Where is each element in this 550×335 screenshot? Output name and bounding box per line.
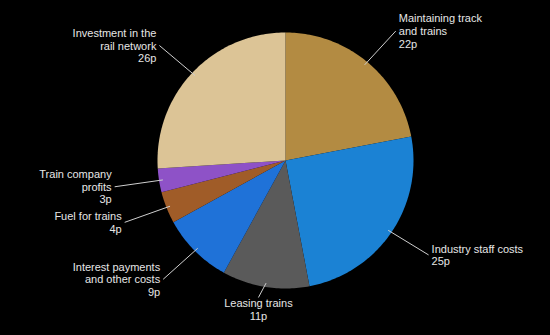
svg-text:Train companyprofits3p: Train companyprofits3p [39, 168, 112, 205]
svg-text:Maintaining trackand trains22p: Maintaining trackand trains22p [399, 12, 483, 49]
svg-text:Leasing trains11p: Leasing trains11p [224, 297, 293, 322]
svg-text:Fuel for trains4p: Fuel for trains4p [54, 210, 122, 235]
svg-text:Industry staff costs25p: Industry staff costs25p [432, 243, 524, 268]
svg-text:Interest paymentsand other cos: Interest paymentsand other costs9p [73, 261, 161, 298]
svg-text:Investment in therail network2: Investment in therail network26p [73, 27, 157, 64]
